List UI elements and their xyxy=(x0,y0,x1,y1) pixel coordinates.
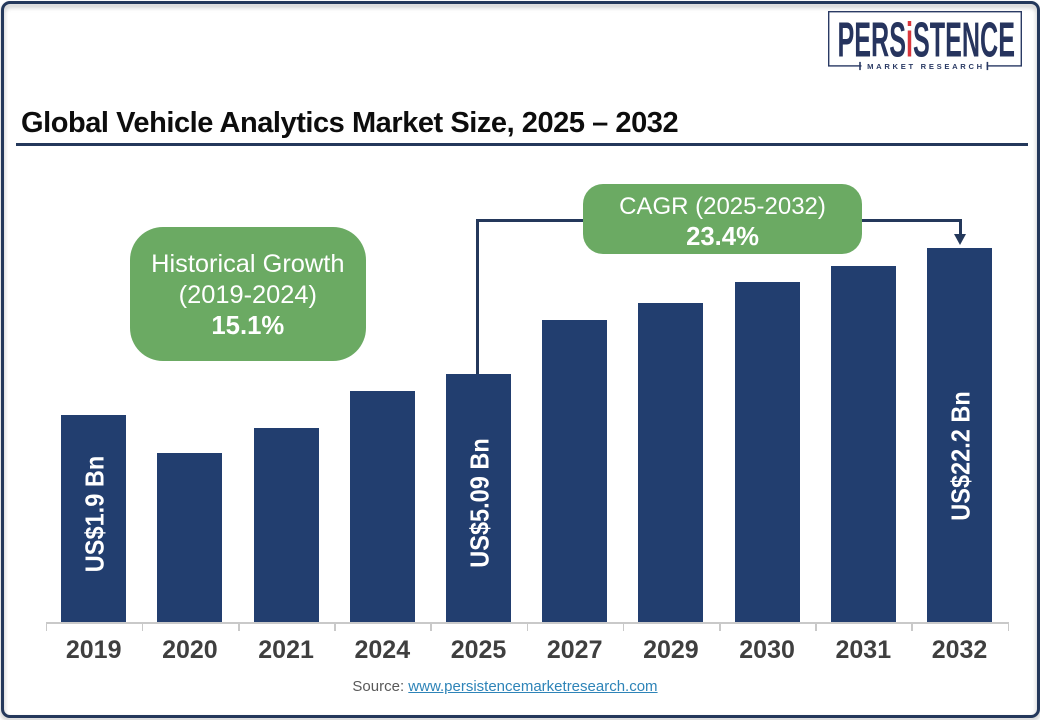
svg-text:PERSiSTENCE: PERSiSTENCE xyxy=(837,13,1015,67)
svg-text:MARKET RESEARCH: MARKET RESEARCH xyxy=(867,61,985,70)
